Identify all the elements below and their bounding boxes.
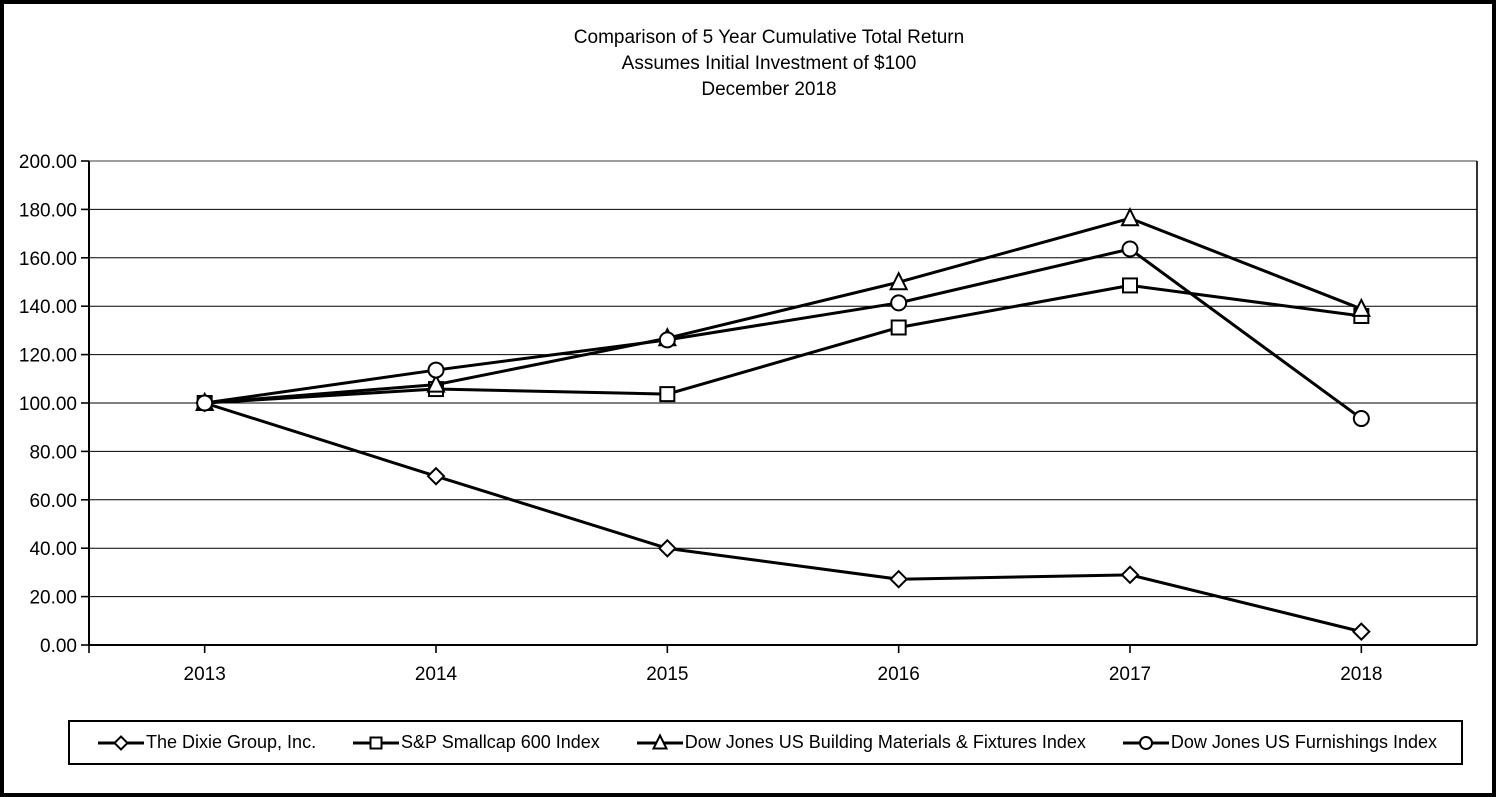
series-line [204, 216, 1362, 405]
chart-title-line1: Comparison of 5 Year Cumulative Total Re… [573, 27, 965, 48]
y-axis-tick-label: 200.00 [19, 152, 77, 173]
square-marker-icon [369, 736, 383, 749]
y-axis-tick-label: 140.00 [19, 297, 77, 318]
square-marker-icon [890, 319, 907, 336]
chart-title-line2: Assumes Initial Investment of $100 [621, 53, 917, 74]
chart-title: Comparison of 5 Year Cumulative Total Re… [0, 25, 1496, 103]
legend-item-sp-smallcap: S&P Smallcap 600 Index [352, 732, 600, 753]
legend-item-building-materials: Dow Jones US Building Materials & Fixtur… [636, 732, 1086, 753]
triangle-marker-icon [636, 732, 683, 749]
circle-marker-icon [196, 394, 214, 412]
circle-marker-icon [658, 331, 676, 349]
series-diamond [195, 393, 1371, 642]
y-axis-tick-label: 60.00 [29, 491, 77, 512]
circle-marker-icon [1121, 240, 1139, 258]
diamond-marker-icon [657, 538, 677, 558]
y-axis-tick-label: 120.00 [19, 346, 77, 367]
x-axis-tick-label: 2015 [646, 664, 688, 685]
triangle-marker-icon [889, 270, 909, 291]
series-line [204, 401, 1362, 634]
diamond-marker-icon [426, 466, 446, 486]
triangle-marker-icon [426, 373, 446, 393]
y-axis-tick-label: 100.00 [19, 394, 77, 415]
chart-legend: The Dixie Group, Inc. S&P Smallcap 600 I… [68, 720, 1463, 765]
x-axis-tick-label: 2016 [878, 664, 920, 685]
series-circle [196, 240, 1370, 428]
legend-label: Dow Jones US Building Materials & Fixtur… [684, 732, 1086, 752]
triangle-marker-icon [1351, 297, 1371, 317]
series-triangle [195, 207, 1371, 411]
x-axis-tick-label: 2014 [415, 664, 458, 685]
circle-marker-icon [1138, 735, 1153, 750]
y-axis-tick-label: 180.00 [19, 200, 77, 221]
circle-marker-icon [427, 361, 445, 379]
square-marker-icon [353, 736, 400, 749]
circle-marker-icon [1122, 735, 1169, 750]
square-marker-icon [1122, 277, 1138, 294]
y-axis-tick-label: 160.00 [19, 249, 77, 270]
series-line [204, 283, 1362, 405]
triangle-marker-icon [651, 732, 668, 749]
diamond-marker-icon [1120, 565, 1140, 585]
diamond-marker-icon [1351, 622, 1371, 642]
legend-label: The Dixie Group, Inc. [146, 732, 317, 752]
legend-item-furnishings: Dow Jones US Furnishings Index [1122, 732, 1437, 753]
chart-canvas: 0.00 20.00 40.00 60.00 80.00 100.00 120.00 140.… [19, 152, 1478, 685]
legend-label: Dow Jones US Furnishings Index [1170, 732, 1437, 752]
diamond-marker-icon [113, 734, 129, 751]
y-axis-tick-label: 0.00 [40, 636, 77, 657]
x-axis-tick-label: 2018 [1340, 664, 1382, 685]
circle-marker-icon [890, 294, 908, 312]
legend-item-dixie-group: The Dixie Group, Inc. [97, 732, 316, 753]
x-axis-tick-label: 2017 [1109, 664, 1151, 685]
chart-title-line3: December 2018 [701, 79, 837, 100]
legend-label: S&P Smallcap 600 Index [401, 732, 600, 752]
diamond-marker-icon [889, 569, 909, 589]
circle-marker-icon [1352, 410, 1370, 428]
x-axis-tick-label: 2013 [184, 664, 226, 685]
series-line [204, 247, 1363, 420]
square-marker-icon [659, 386, 676, 403]
y-axis-tick-label: 40.00 [29, 539, 77, 560]
y-axis-tick-label: 80.00 [29, 442, 77, 463]
y-axis-tick-label: 20.00 [29, 588, 77, 609]
triangle-marker-icon [1120, 207, 1140, 227]
diamond-marker-icon [98, 734, 144, 751]
